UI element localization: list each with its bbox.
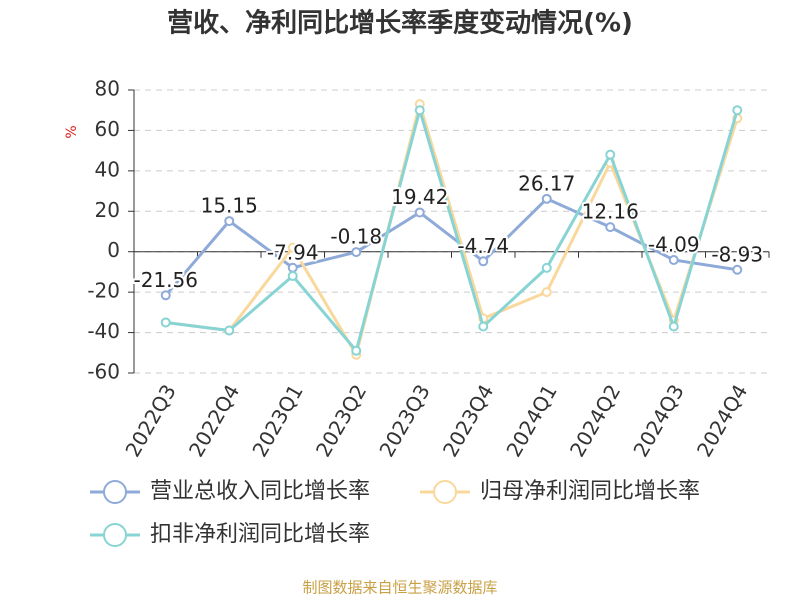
data-point	[224, 325, 235, 336]
data-label: -4.09	[648, 232, 700, 256]
legend-marker	[433, 480, 457, 504]
chart-title: 营收、净利同比增长率季度变动情况(%)	[167, 8, 633, 39]
x-tick-label: 2024Q3	[628, 380, 688, 461]
y-tick-label: 0	[107, 238, 120, 262]
legend-label: 扣非净利润同比增长率	[150, 522, 370, 547]
y-tick-label: 40	[95, 157, 120, 181]
y-tick-label: -20	[87, 279, 120, 303]
series-line	[165, 98, 739, 359]
data-point	[605, 149, 616, 160]
y-tick-label: 80	[95, 77, 120, 101]
source-note: 制图数据来自恒生聚源数据库	[302, 579, 497, 597]
data-point	[414, 207, 425, 218]
data-point	[478, 256, 489, 267]
y-tick-label: -60	[87, 360, 120, 384]
data-point	[414, 105, 425, 116]
x-tick-label: 2022Q4	[184, 380, 244, 461]
data-point	[732, 264, 743, 275]
data-point	[351, 345, 362, 356]
data-label: 26.17	[518, 171, 575, 195]
y-tick-label: -40	[87, 319, 120, 343]
data-label: 15.15	[201, 194, 258, 218]
data-label: -21.56	[134, 268, 198, 292]
x-tick-label: 2023Q2	[311, 380, 371, 461]
y-tick-label: 20	[95, 198, 120, 222]
data-label: 19.42	[391, 185, 448, 209]
data-label: -8.93	[711, 242, 763, 266]
data-point	[351, 247, 362, 258]
legend-marker	[103, 523, 127, 547]
x-tick-label: 2022Q3	[120, 380, 180, 461]
data-label: 12.16	[582, 200, 639, 224]
data-point	[287, 270, 298, 281]
legend-label: 归母净利润同比增长率	[480, 479, 700, 504]
data-point	[541, 262, 552, 273]
data-point	[287, 242, 298, 253]
data-point	[478, 321, 489, 332]
data-point	[668, 321, 679, 332]
data-point	[541, 287, 552, 298]
data-label: -7.94	[267, 240, 319, 264]
data-label: -4.74	[457, 234, 509, 258]
x-tick-label: 2023Q4	[438, 380, 498, 461]
series-line	[165, 104, 739, 354]
data-point	[160, 317, 171, 328]
data-point	[287, 262, 298, 273]
data-label: -0.18	[330, 225, 382, 249]
x-tick-label: 2023Q1	[247, 380, 307, 461]
x-tick-label: 2024Q4	[692, 380, 752, 461]
legend-label: 营业总收入同比增长率	[150, 479, 370, 504]
x-tick-label: 2024Q2	[565, 380, 625, 461]
data-point	[668, 254, 679, 265]
x-tick-label: 2023Q3	[374, 380, 434, 461]
x-tick-label: 2024Q1	[501, 380, 561, 461]
data-point	[732, 105, 743, 116]
data-point	[224, 216, 235, 227]
y-axis-label: %	[64, 125, 80, 138]
data-point	[160, 290, 171, 301]
y-tick-label: 60	[95, 117, 120, 141]
data-point	[541, 193, 552, 204]
data-point	[605, 222, 616, 233]
legend-marker	[103, 480, 127, 504]
